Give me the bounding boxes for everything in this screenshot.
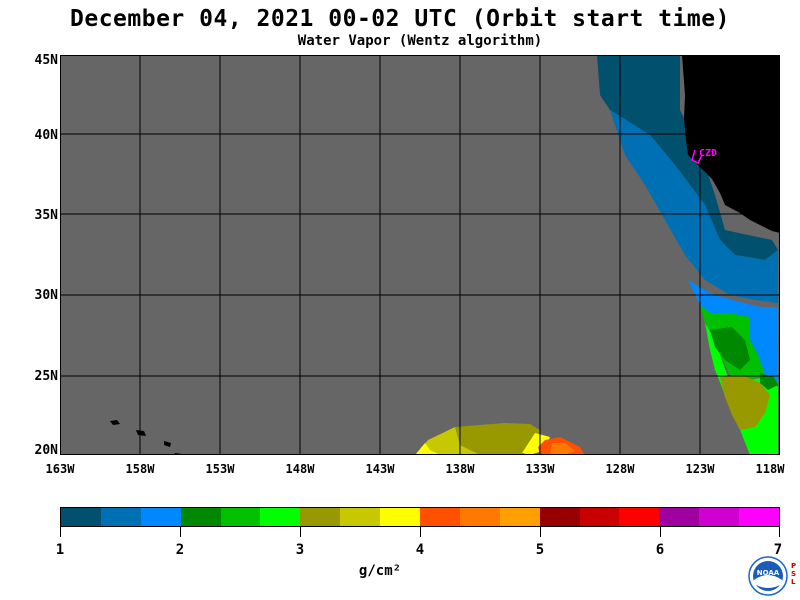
station-marker-icon (691, 149, 703, 165)
colorbar-swatch (739, 508, 780, 526)
colorbar-swatch (100, 508, 141, 526)
swath-vapor-2-2.3-b (760, 373, 778, 390)
psl-letter-s: S (791, 570, 797, 578)
swath-south-orange (550, 443, 575, 455)
noaa-logo-icon: NOAA (748, 556, 788, 596)
colorbar-swatch (140, 508, 181, 526)
north-america-land (682, 55, 780, 233)
lon-label-138w: 138W (445, 462, 475, 476)
colorbar-tick (660, 527, 661, 537)
colorbar-label-7: 7 (773, 542, 783, 558)
lon-label-118w: 118W (755, 462, 785, 476)
colorbar-tick (180, 527, 181, 537)
hawaii-island-2 (136, 430, 146, 436)
lat-label-45n: 45N (34, 53, 58, 68)
lon-label-128w: 128W (605, 462, 635, 476)
colorbar-swatch (220, 508, 261, 526)
colorbar-tick (540, 527, 541, 537)
swath-south-bright-yellow (415, 443, 440, 455)
lat-label-40n: 40N (34, 128, 58, 143)
swath-vapor-1.7-2 (688, 280, 778, 350)
colorbar-swatch (619, 508, 660, 526)
psl-logo-text: P S L (791, 562, 800, 586)
colorbar-label-5: 5 (535, 542, 545, 558)
colorbar-swatch (61, 508, 101, 526)
colorbar-tick (300, 527, 301, 537)
lon-label-153w: 153W (205, 462, 235, 476)
lon-label-133w: 133W (525, 462, 555, 476)
swath-vapor-2-2.3 (710, 327, 750, 370)
colorbar-swatch (420, 508, 460, 526)
colorbar-unit: g/cm² (358, 563, 402, 579)
colorbar-tick (60, 527, 61, 537)
swath-south-olive (455, 423, 540, 455)
map-subtitle: Water Vapor (Wentz algorithm) (297, 33, 543, 49)
colorbar-label-2: 2 (175, 542, 185, 558)
lon-label-123w: 123W (685, 462, 715, 476)
colorbar-swatch (659, 508, 700, 526)
colorbar-swatch (340, 508, 381, 526)
colorbar-swatch (180, 508, 221, 526)
swath-vapor-blue-south (750, 317, 778, 385)
map-svg: CZD (60, 55, 780, 455)
colorbar-label-3: 3 (295, 542, 305, 558)
map-grid (60, 55, 780, 455)
swath-vapor-1.3-1.7 (610, 110, 778, 303)
water-vapor-map: CZD (60, 55, 780, 455)
map-title: December 04, 2021 00-02 UTC (Orbit start… (70, 6, 730, 32)
colorbar-swatch (539, 508, 580, 526)
swath-south-yellow (420, 427, 480, 455)
lon-label-163w: 163W (45, 462, 75, 476)
psl-letter-l: L (791, 578, 796, 586)
colorbar-swatch (499, 508, 540, 526)
lat-label-20n: 20N (34, 443, 58, 458)
psl-letter-p: P (791, 562, 797, 570)
hawaii-island-3 (164, 441, 171, 447)
colorbar-swatch (459, 508, 500, 526)
colorbar-label-4: 4 (415, 542, 425, 558)
lon-label-158w: 158W (125, 462, 155, 476)
hawaii-island-1 (110, 420, 120, 425)
colorbar-label-1: 1 (55, 542, 65, 558)
colorbar-tick (420, 527, 421, 537)
colorbar-tick (779, 527, 780, 537)
colorbar-swatch (300, 508, 341, 526)
lon-label-148w: 148W (285, 462, 315, 476)
colorbar-swatch (380, 508, 421, 526)
colorbar-label-6: 6 (655, 542, 665, 558)
lat-label-25n: 25N (34, 369, 58, 384)
lon-label-143w: 143W (365, 462, 395, 476)
noaa-logo-text: NOAA (757, 569, 780, 577)
swath-vapor-3-3.3 (720, 375, 770, 430)
colorbar-swatch (260, 508, 301, 526)
colorbar-swatch (579, 508, 620, 526)
station-label: CZD (699, 148, 717, 159)
colorbar-swatch (699, 508, 740, 526)
colorbar (60, 507, 780, 527)
lat-label-35n: 35N (34, 208, 58, 223)
lat-label-30n: 30N (34, 288, 58, 303)
swath-vapor-1-1.3 (597, 55, 778, 260)
